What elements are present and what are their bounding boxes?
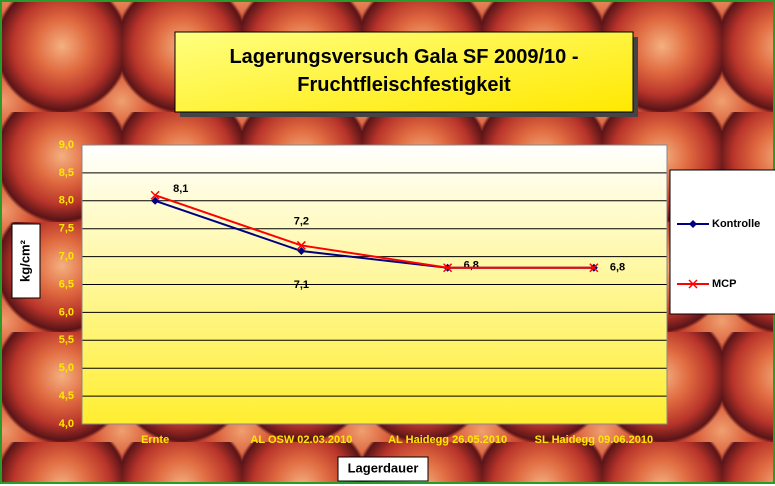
series-line — [154, 194, 594, 269]
point-marker — [296, 240, 306, 250]
y-tick-label: 5,5 — [59, 334, 74, 346]
chart-title: Lagerungsversuch Gala SF 2009/10 -Frucht… — [229, 46, 578, 96]
y-tick-label: 6,0 — [59, 306, 74, 318]
y-tick-label: 7,5 — [59, 223, 74, 235]
plot-border — [81, 144, 668, 425]
x-tick-label: AL Haidegg 26.05.2010 — [388, 434, 507, 446]
legend-label: MCP — [712, 278, 736, 290]
x-label-box — [337, 456, 429, 482]
y-tick-label: 5,0 — [59, 362, 74, 374]
legend-marker — [689, 220, 697, 228]
legend-marker — [688, 279, 698, 289]
point-marker — [297, 247, 306, 256]
legend-box — [669, 169, 775, 315]
data-label: 6,8 — [464, 260, 479, 272]
point-marker — [151, 196, 160, 205]
y-tick-label: 7,0 — [59, 251, 74, 263]
y-tick-label: 6,5 — [59, 278, 74, 290]
y-tick-label: 9,0 — [59, 139, 74, 151]
x-tick-label: Ernte — [141, 434, 169, 446]
y-tick-label: 8,5 — [59, 167, 74, 179]
y-tick-label: 8,0 — [59, 195, 74, 207]
y-tick-label: 4,0 — [59, 418, 74, 430]
x-tick-label: AL OSW 02.03.2010 — [250, 434, 352, 446]
x-tick-label: SL Haidegg 09.06.2010 — [535, 434, 653, 446]
point-marker — [150, 190, 160, 200]
x-axis-label: Lagerdauer — [348, 460, 419, 475]
y-label-box — [11, 223, 41, 299]
y-axis-label: kg/cm² — [17, 239, 32, 282]
data-label: 8,1 — [173, 183, 188, 195]
point-marker — [443, 263, 453, 273]
y-tick-label: 4,5 — [59, 390, 74, 402]
data-label: 7,2 — [294, 215, 309, 227]
point-marker — [589, 263, 599, 273]
legend-label: Kontrolle — [712, 218, 760, 230]
data-label: 7,1 — [294, 279, 309, 291]
title-box — [174, 31, 634, 113]
data-label: 6,8 — [610, 262, 625, 274]
